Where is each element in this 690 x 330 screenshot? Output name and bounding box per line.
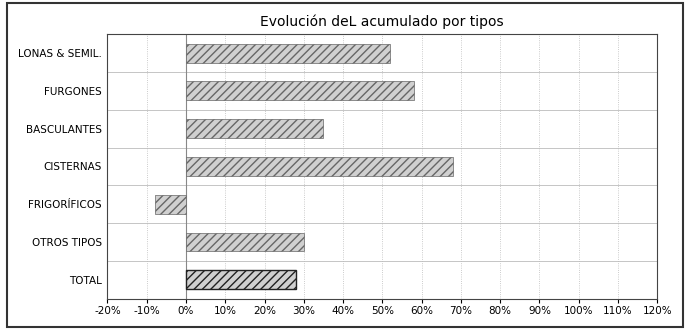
Title: Evolución deL acumulado por tipos: Evolución deL acumulado por tipos xyxy=(261,15,504,29)
Bar xyxy=(155,195,186,214)
Bar xyxy=(186,44,390,63)
Bar xyxy=(186,157,453,176)
Bar xyxy=(186,233,304,251)
Bar xyxy=(186,82,414,100)
Bar xyxy=(186,119,324,138)
Bar xyxy=(186,270,296,289)
